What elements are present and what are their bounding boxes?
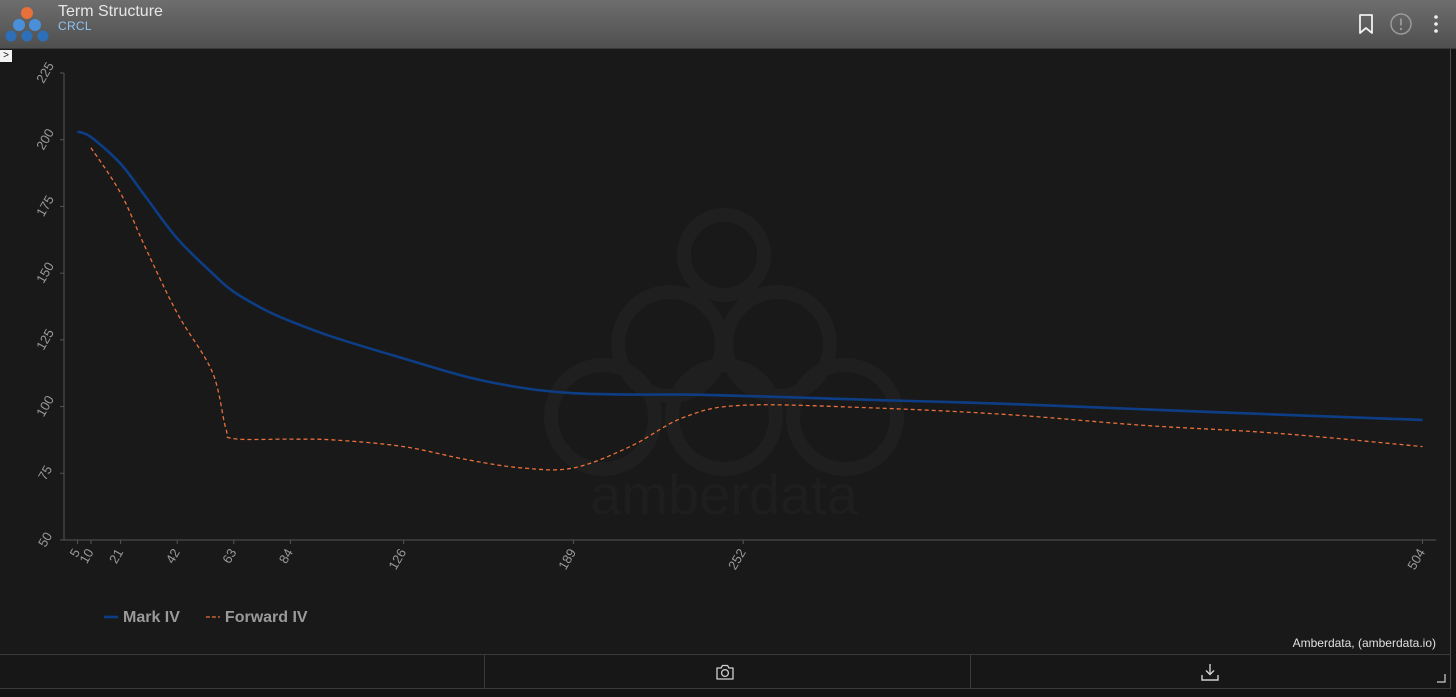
camera-icon[interactable] — [715, 662, 735, 682]
attribution-text: Amberdata, (amberdata.io) — [1292, 636, 1436, 650]
footer-cell-left — [0, 655, 485, 688]
chart-legend: Mark IV Forward IV — [104, 609, 308, 626]
widget-footer — [0, 654, 1451, 689]
y-tick-label: 100 — [33, 393, 57, 419]
y-tick-label: 175 — [33, 193, 57, 219]
x-tick-label: 252 — [725, 546, 749, 572]
x-tick-label: 189 — [555, 546, 579, 572]
y-tick-label: 225 — [33, 59, 57, 85]
footer-cell-download — [971, 655, 1450, 688]
y-tick-label: 125 — [33, 326, 57, 352]
amberdata-watermark: amberdata — [544, 208, 904, 526]
y-tick-label: 200 — [33, 126, 57, 152]
y-tick-label: 50 — [35, 529, 55, 549]
y-tick-label: 150 — [33, 259, 57, 285]
download-icon[interactable] — [1200, 662, 1220, 682]
legend-item-label[interactable]: Forward IV — [225, 609, 308, 626]
bookmark-icon[interactable] — [1354, 12, 1378, 36]
amberdata-logo-icon — [5, 7, 49, 42]
x-tick-label: 42 — [163, 546, 183, 566]
y-tick-label: 75 — [35, 463, 55, 483]
watermark-text: amberdata — [590, 463, 859, 526]
widget-title: Term Structure — [58, 3, 163, 20]
footer-cell-camera — [485, 655, 971, 688]
x-tick-label: 21 — [106, 546, 126, 566]
x-tick-label: 126 — [385, 546, 409, 572]
sidebar-toggle-button[interactable]: > — [0, 50, 12, 62]
chart-series — [76, 130, 1423, 471]
x-tick-label: 63 — [219, 546, 239, 566]
more-vertical-icon[interactable] — [1424, 12, 1448, 36]
x-tick-label: 10 — [76, 546, 96, 566]
widget-subtitle: CRCL — [58, 19, 92, 33]
resize-handle-icon[interactable] — [1436, 673, 1446, 683]
series-line-mark-iv — [76, 130, 1423, 422]
x-tick-label: 84 — [276, 546, 296, 566]
widget-header: Term Structure CRCL — [0, 0, 1456, 49]
x-tick-label: 504 — [1404, 546, 1428, 572]
info-icon[interactable] — [1389, 12, 1413, 36]
legend-item-label[interactable]: Mark IV — [123, 609, 180, 626]
series-line-forward-iv — [90, 147, 1423, 471]
